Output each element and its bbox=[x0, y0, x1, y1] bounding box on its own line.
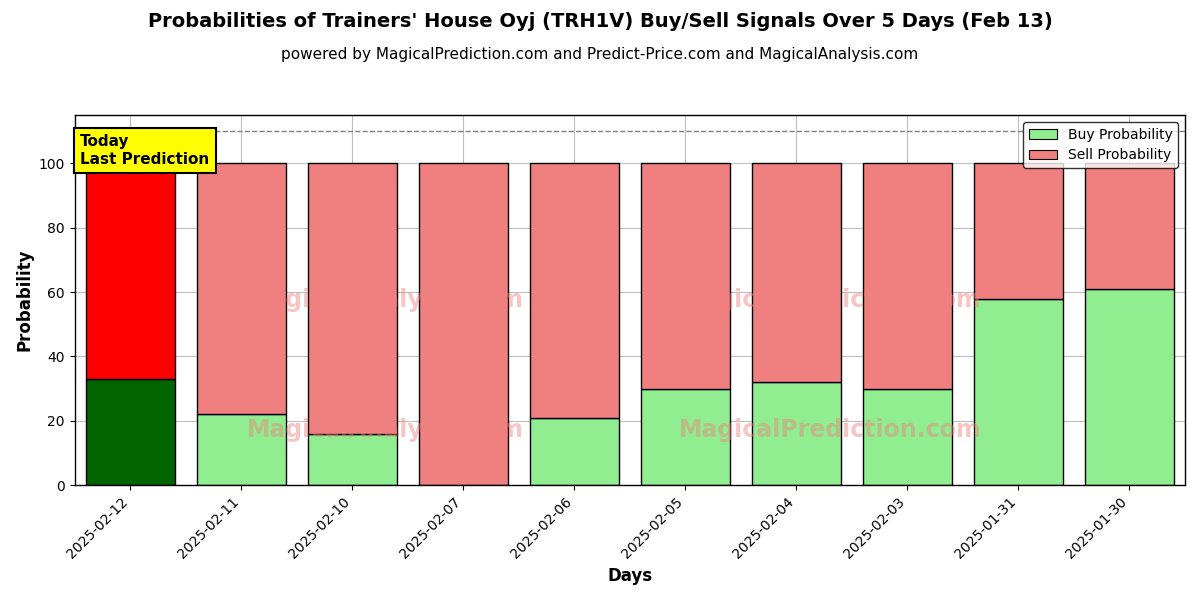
Bar bbox=[197, 163, 286, 415]
Bar bbox=[85, 163, 174, 379]
Bar bbox=[641, 389, 730, 485]
Bar bbox=[752, 163, 841, 382]
Bar bbox=[85, 379, 174, 485]
Text: MagicalPrediction.com: MagicalPrediction.com bbox=[678, 288, 982, 312]
Legend: Buy Probability, Sell Probability: Buy Probability, Sell Probability bbox=[1024, 122, 1178, 168]
Bar bbox=[863, 163, 952, 389]
Text: Probabilities of Trainers' House Oyj (TRH1V) Buy/Sell Signals Over 5 Days (Feb 1: Probabilities of Trainers' House Oyj (TR… bbox=[148, 12, 1052, 31]
Text: powered by MagicalPrediction.com and Predict-Price.com and MagicalAnalysis.com: powered by MagicalPrediction.com and Pre… bbox=[281, 46, 919, 61]
Bar bbox=[974, 299, 1063, 485]
Text: Today
Last Prediction: Today Last Prediction bbox=[80, 134, 210, 167]
Text: MagicalPrediction.com: MagicalPrediction.com bbox=[678, 418, 982, 442]
Bar bbox=[419, 163, 508, 485]
Bar bbox=[974, 163, 1063, 299]
Bar bbox=[1085, 163, 1174, 289]
Bar bbox=[308, 434, 397, 485]
Bar bbox=[530, 418, 619, 485]
X-axis label: Days: Days bbox=[607, 567, 653, 585]
Bar bbox=[641, 163, 730, 389]
Bar bbox=[1085, 289, 1174, 485]
Text: MagicalAnalysis.com: MagicalAnalysis.com bbox=[247, 288, 524, 312]
Text: MagicalAnalysis.com: MagicalAnalysis.com bbox=[247, 418, 524, 442]
Bar bbox=[197, 415, 286, 485]
Bar bbox=[530, 163, 619, 418]
Y-axis label: Probability: Probability bbox=[16, 249, 34, 352]
Bar bbox=[308, 163, 397, 434]
Bar bbox=[752, 382, 841, 485]
Bar bbox=[863, 389, 952, 485]
